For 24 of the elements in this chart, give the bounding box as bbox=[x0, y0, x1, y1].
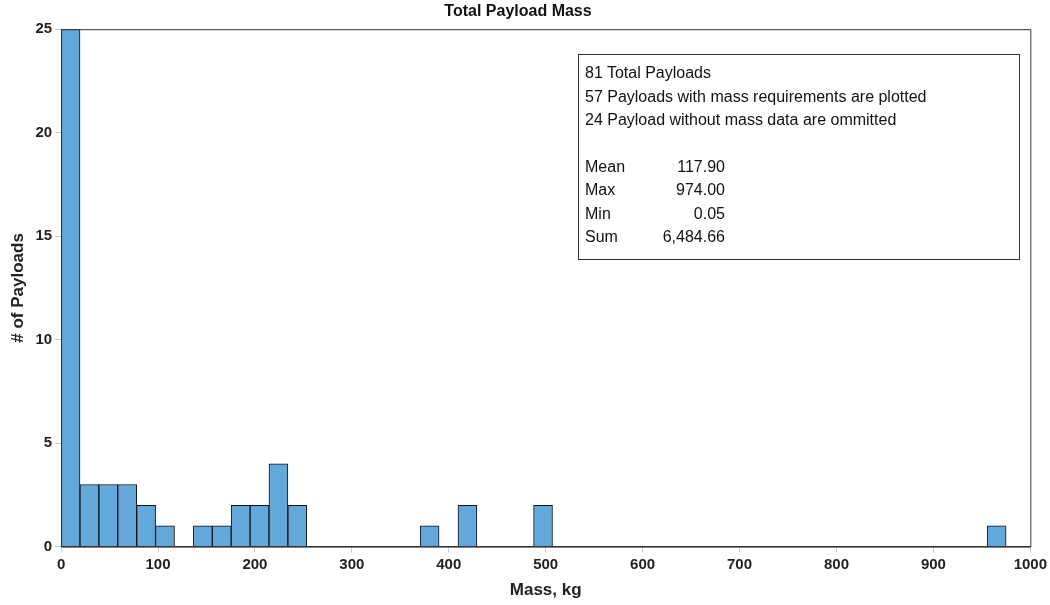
y-tick-label: 20 bbox=[35, 122, 53, 140]
chart-title: Total Payload Mass bbox=[444, 2, 592, 20]
x-tick-label: 100 bbox=[145, 554, 171, 572]
annotation: 24 Payload without mass data are ommitted bbox=[585, 110, 898, 130]
y-axis-title: # of Payloads bbox=[7, 233, 27, 343]
x-tick-label: 0 bbox=[56, 554, 66, 572]
y-tick-label: 5 bbox=[43, 433, 53, 451]
x-tick-label: 400 bbox=[436, 554, 462, 572]
y-tick-label: 15 bbox=[35, 226, 53, 244]
x-tick-label: 700 bbox=[727, 554, 753, 572]
y-tick-label: 25 bbox=[35, 19, 53, 37]
annotation: 81 Total Payloads bbox=[585, 63, 712, 83]
y-tick-label: 0 bbox=[43, 536, 53, 554]
x-tick-label: 800 bbox=[823, 554, 849, 572]
x-tick-label: 200 bbox=[242, 554, 268, 572]
x-axis-title: Mass, kg bbox=[509, 580, 582, 600]
x-tick-label: 300 bbox=[339, 554, 365, 572]
annotation: 57 Payloads with mass requirements are plotted bbox=[585, 86, 928, 107]
x-tick-label: 1000 bbox=[1013, 554, 1047, 572]
stats-box: 81 Total Payloads 57 Payloads with mass requirements are plotted 24 Payload without mass data are ommitted Mean 117.90 Max 974.00 Min 0.05 Sum 6,484.66 bbox=[578, 54, 1020, 260]
y-tick-label: 10 bbox=[35, 329, 53, 347]
x-tick-label: 900 bbox=[920, 554, 946, 572]
x-tick-label: 500 bbox=[533, 554, 559, 572]
x-tick-label: 600 bbox=[630, 554, 656, 572]
